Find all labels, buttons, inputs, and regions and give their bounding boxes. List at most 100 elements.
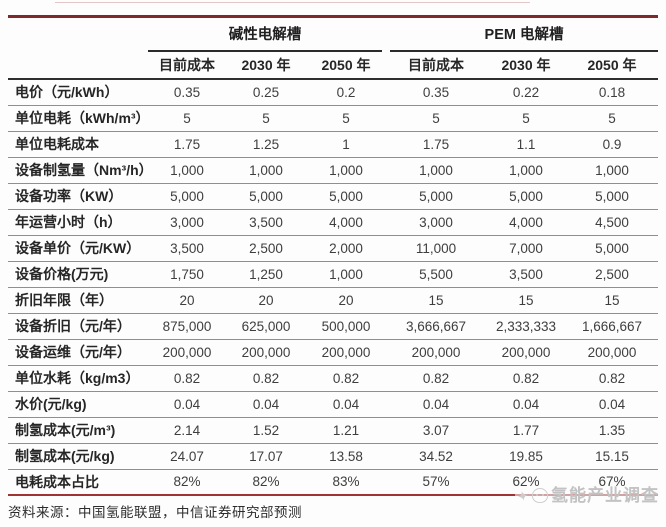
cell: 19.85 <box>509 448 543 464</box>
cell: 0.35 <box>173 84 201 100</box>
cell: 15.15 <box>595 448 629 464</box>
group-header-pem: PEM 电解槽 <box>386 17 659 52</box>
cell: 5 <box>183 110 191 126</box>
cell: 1.75 <box>422 136 450 152</box>
table-row: 水价(元/kg) 0.04 0.04 0.04 0.04 0.04 0.04 <box>8 391 659 417</box>
cell: 2,500 <box>249 240 283 256</box>
cell: 82% <box>252 474 280 490</box>
cell: 0.9 <box>602 136 622 152</box>
row-label: 单位电耗成本 <box>15 136 99 152</box>
cell: 0.82 <box>598 370 626 386</box>
cell: 17.07 <box>249 448 283 464</box>
cell: 5,000 <box>509 188 543 204</box>
cell: 1,000 <box>329 162 363 178</box>
cell: 11,000 <box>415 240 457 256</box>
cell: 2,000 <box>329 240 363 256</box>
cell: 15 <box>428 292 444 308</box>
cell: 67% <box>598 474 626 490</box>
cell: 83% <box>332 474 360 490</box>
cell: 0.18 <box>598 84 626 100</box>
row-label: 设备折旧（元/年） <box>15 318 131 334</box>
row-label-header-cell <box>8 52 148 80</box>
cell: 5,500 <box>419 266 453 282</box>
cell: 5 <box>522 110 530 126</box>
cell: 3,000 <box>419 214 453 230</box>
table-row: 折旧年限（年） 20 20 20 15 15 15 <box>8 287 659 313</box>
cell: 3.07 <box>422 422 450 438</box>
table-row: 制氢成本(元/m³) 2.14 1.52 1.21 3.07 1.77 1.35 <box>8 417 659 443</box>
corner-cell <box>8 17 148 53</box>
cell: 2,333,333 <box>495 318 557 334</box>
cell: 0.2 <box>336 84 356 100</box>
row-label: 设备运维（元/年） <box>15 344 131 360</box>
cell: 13.58 <box>329 448 363 464</box>
cell: 200,000 <box>411 344 461 360</box>
cell: 4,500 <box>595 214 629 230</box>
cell: 1.21 <box>332 422 360 438</box>
cell: 1,666,667 <box>581 318 643 334</box>
watermark-text: 氢能产业调查 <box>551 486 659 505</box>
cell: 0.82 <box>252 370 280 386</box>
cell: 0.04 <box>173 396 201 412</box>
cell: 62% <box>512 474 540 490</box>
cell: 57% <box>422 474 450 490</box>
cell: 5 <box>342 110 350 126</box>
row-label: 设备单价（元/KW） <box>15 240 141 256</box>
cell: 1.52 <box>252 422 280 438</box>
table-row: 年运营小时（h） 3,000 3,500 4,000 3,000 4,000 4,500 <box>8 209 659 235</box>
cell: 2.14 <box>173 422 201 438</box>
cell: 1.25 <box>252 136 280 152</box>
cell: 1,250 <box>249 266 283 282</box>
cell: 5 <box>432 110 440 126</box>
cell: 3,000 <box>170 214 204 230</box>
table-row: 电耗成本占比 82% 82% 83% 57% 62% 67% <box>8 469 659 495</box>
cell: 0.04 <box>252 396 280 412</box>
row-label: 设备功率（KW） <box>15 188 123 204</box>
watermark-panda-face-icon <box>532 488 548 503</box>
row-label: 折旧年限（年） <box>15 292 113 308</box>
table-row: 设备功率（KW） 5,000 5,000 5,000 5,000 5,000 5,000 <box>8 183 659 209</box>
cell: 5,000 <box>419 188 453 204</box>
column-group-header-row: 碱性电解槽 PEM 电解槽 <box>8 17 659 53</box>
cell: 24.07 <box>170 448 204 464</box>
table-row: 电价（元/kWh） 0.35 0.25 0.2 0.35 0.22 0.18 <box>8 79 659 105</box>
cell: 1.1 <box>516 136 536 152</box>
source-note: 资料来源：中国氢能联盟，中信证券研究部预测 <box>8 505 302 520</box>
cell: 3,500 <box>509 266 543 282</box>
row-label: 电耗成本占比 <box>15 473 99 490</box>
column-header: 目前成本 <box>386 52 486 80</box>
cell: 0.82 <box>332 370 360 386</box>
column-header: 目前成本 <box>148 52 226 80</box>
cell: 20 <box>338 292 354 308</box>
watermark-star-icon: ✦ <box>515 486 531 505</box>
row-label: 制氢成本(元/m³) <box>15 422 116 438</box>
cell: 0.04 <box>422 396 450 412</box>
cell: 1.35 <box>598 422 626 438</box>
table-row: 单位电耗成本 1.75 1.25 1 1.75 1.1 0.9 <box>8 131 659 157</box>
cell: 200,000 <box>501 344 551 360</box>
cell: 0.82 <box>173 370 201 386</box>
group-header-pem-label: PEM 电解槽 <box>390 18 659 52</box>
column-header: 2050 年 <box>306 52 386 80</box>
cell: 625,000 <box>241 318 291 334</box>
cell: 1,000 <box>509 162 543 178</box>
cell: 0.04 <box>332 396 360 412</box>
cell: 3,500 <box>249 214 283 230</box>
cell: 1.75 <box>173 136 201 152</box>
cell: 1,000 <box>170 162 204 178</box>
cell: 200,000 <box>587 344 637 360</box>
cell: 5,000 <box>170 188 204 204</box>
group-header-alkaline: 碱性电解槽 <box>148 17 386 52</box>
row-label: 水价(元/kg) <box>15 396 87 412</box>
cell: 0.82 <box>422 370 450 386</box>
cell: 4,000 <box>509 214 543 230</box>
row-label: 单位水耗（kg/m3） <box>15 370 140 386</box>
column-header: 2050 年 <box>566 52 659 80</box>
cell: 5,000 <box>249 188 283 204</box>
table-row: 设备制氢量（Nm³/h） 1,000 1,000 1,000 1,000 1,000 1,0… <box>8 157 659 183</box>
electrolyzer-cost-table: 碱性电解槽 PEM 电解槽 目前成本 2030 年 2050 年 目前成本 20… <box>8 15 659 496</box>
cell: 200,000 <box>162 344 212 360</box>
column-header: 2030 年 <box>486 52 566 80</box>
cell: 5,000 <box>329 188 363 204</box>
